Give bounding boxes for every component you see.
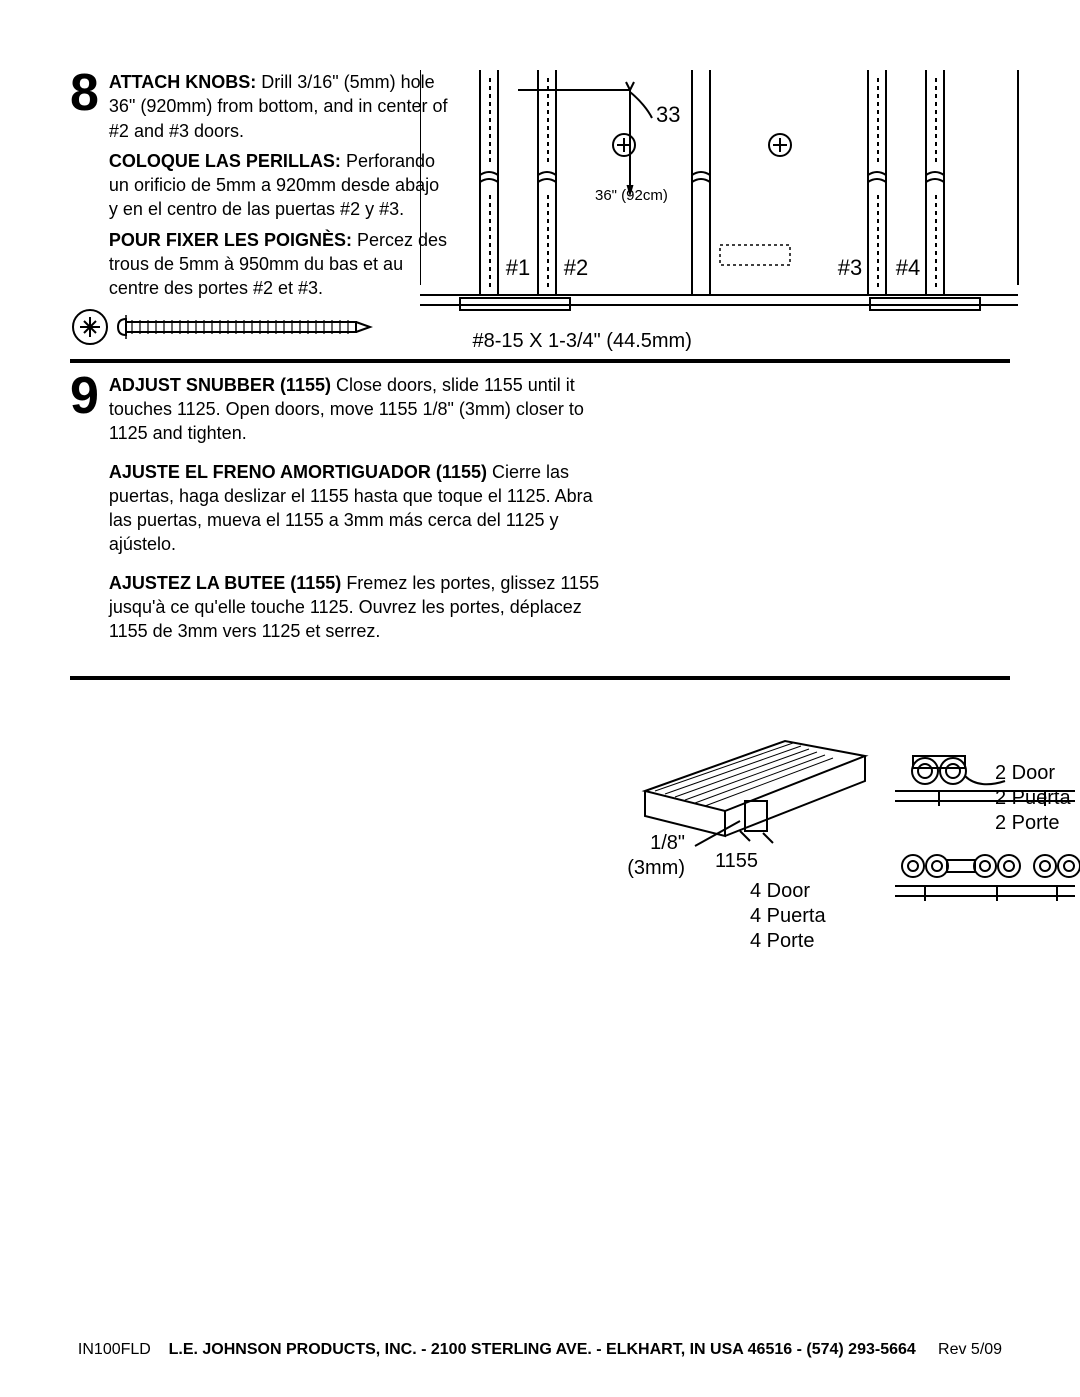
step-8-en: ATTACH KNOBS: Drill 3/16" (5mm) hole 36"… — [109, 70, 449, 143]
four-door-label: 4 Door 4 Puerta 4 Porte — [750, 879, 826, 954]
step-8-es-title: COLOQUE LAS PERILLAS: — [109, 151, 341, 171]
two-door-en: 2 Door — [995, 761, 1071, 786]
step-9-en: ADJUST SNUBBER (1155) Close doors, slide… — [109, 373, 609, 446]
step-8-diagram: 36" (92cm) 33 #1 #2 #3 #4 — [420, 70, 1020, 330]
step-9-fr: AJUSTEZ LA BUTEE (1155) Fremez les porte… — [109, 571, 609, 644]
step-8-en-title: ATTACH KNOBS: — [109, 72, 256, 92]
svg-text:#3: #3 — [838, 255, 862, 280]
gap-label: 1/8" (3mm) — [625, 831, 685, 881]
step-8-text: ATTACH KNOBS: Drill 3/16" (5mm) hole 36"… — [109, 70, 449, 301]
step-9-text: ADJUST SNUBBER (1155) Close doors, slide… — [109, 373, 609, 658]
four-door-fr: 4 Porte — [750, 929, 826, 954]
divider-9-end — [70, 676, 1010, 680]
footer: IN100FLD L.E. JOHNSON PRODUCTS, INC. - 2… — [0, 1341, 1080, 1359]
step-9-en-title: ADJUST SNUBBER (1155) — [109, 375, 331, 395]
step-9-es: AJUSTE EL FRENO AMORTIGUADOR (1155) Cier… — [109, 460, 609, 557]
four-door-es: 4 Puerta — [750, 904, 826, 929]
four-door-en: 4 Door — [750, 879, 826, 904]
svg-text:36" (92cm): 36" (92cm) — [595, 187, 668, 204]
two-door-es: 2 Puerta — [995, 786, 1071, 811]
footer-company: L.E. JOHNSON PRODUCTS, INC. - 2100 STERL… — [169, 1341, 916, 1358]
step-8-fr: POUR FIXER LES POIGNÈS: Percez des trous… — [109, 228, 449, 301]
two-door-label: 2 Door 2 Puerta 2 Porte — [995, 761, 1071, 836]
step-9-fr-title: AJUSTEZ LA BUTEE (1155) — [109, 573, 341, 593]
step-9: 9 ADJUST SNUBBER (1155) Close doors, sli… — [70, 373, 1010, 658]
screw-icon — [70, 307, 410, 347]
step-9-diagram: 1/8" (3mm) 1155 4 Door 4 Puerta 4 Porte … — [635, 731, 1080, 931]
step-9-number: 9 — [70, 373, 99, 420]
step-8-number: 8 — [70, 70, 99, 117]
gap-label-1: 1/8" — [625, 831, 685, 856]
divider-8-9 — [70, 359, 1010, 363]
step-8-fr-title: POUR FIXER LES POIGNÈS: — [109, 230, 352, 250]
step-8-es: COLOQUE LAS PERILLAS: Perforando un orif… — [109, 149, 449, 222]
footer-doc: IN100FLD — [78, 1341, 151, 1358]
step-9-es-title: AJUSTE EL FRENO AMORTIGUADOR (1155) — [109, 462, 487, 482]
footer-rev: Rev 5/09 — [938, 1341, 1002, 1358]
part-label: 1155 — [715, 849, 758, 874]
two-door-fr: 2 Porte — [995, 811, 1071, 836]
svg-text:#4: #4 — [896, 255, 920, 280]
svg-text:#1: #1 — [506, 255, 530, 280]
svg-text:#2: #2 — [564, 255, 588, 280]
gap-label-2: (3mm) — [625, 856, 685, 881]
screw-label: #8-15 X 1-3/4" (44.5mm) — [472, 330, 691, 353]
svg-text:33: 33 — [656, 102, 680, 127]
step-9-wrapper: 9 ADJUST SNUBBER (1155) Close doors, sli… — [70, 373, 1010, 658]
instruction-page: 8 ATTACH KNOBS: Drill 3/16" (5mm) hole 3… — [0, 0, 1080, 1397]
